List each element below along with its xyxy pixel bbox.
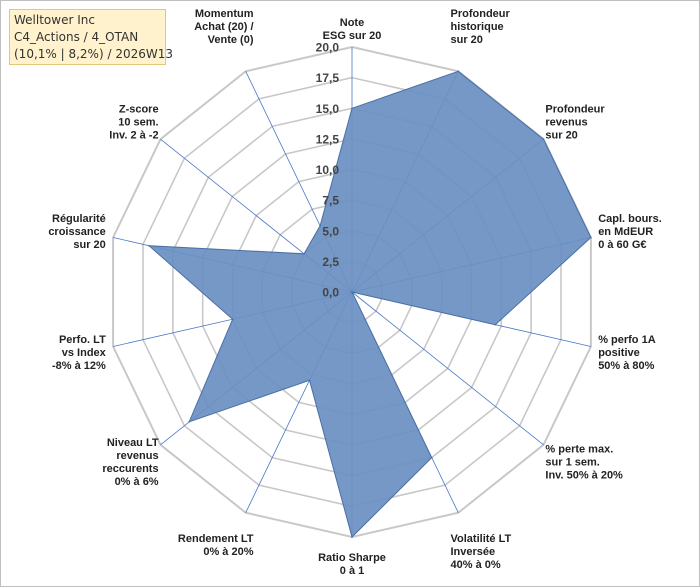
tick-label: 5,0 — [322, 224, 339, 238]
data-point — [457, 70, 460, 73]
tick-label: 0,0 — [322, 286, 339, 300]
category-label: Régularité croissance sur 20 — [48, 213, 105, 251]
data-point — [351, 291, 353, 293]
category-label: Ratio Sharpe 0 à 1 — [318, 552, 386, 577]
data-point — [308, 379, 311, 382]
tick-label: 10,0 — [316, 163, 340, 177]
category-label: Z-score 10 sem. Inv. 2 à -2 — [109, 103, 158, 141]
category-label: % perfo 1A positive 50% à 80% — [598, 334, 656, 372]
data-point — [148, 244, 150, 247]
category-label: Volatilité LT Inversée 40% à 0% — [451, 533, 512, 571]
category-label: % perte max. sur 1 sem. Inv. 50% à 20% — [545, 444, 623, 482]
category-label: Perfo. LT vs Index -8% à 12% — [52, 334, 107, 372]
company-name: Welltower Inc — [14, 13, 95, 27]
category-label: Profondeur revenus sur 20 — [545, 103, 605, 141]
data-point — [430, 456, 433, 459]
data-point — [351, 536, 353, 538]
series-layer — [147, 70, 592, 538]
category-label: Note ESG sur 20 — [323, 17, 382, 42]
category-label: Capl. bours. en MdEUR 0 à 60 G€ — [598, 213, 662, 251]
data-point — [319, 225, 321, 227]
data-point — [494, 323, 497, 326]
tick-label: 20,0 — [316, 41, 340, 55]
tick-label: 7,5 — [322, 194, 339, 208]
category-label-layer: Note ESG sur 20 Profondeur historique sur 20… — [48, 8, 661, 577]
data-point — [188, 421, 190, 423]
series-area — [147, 70, 592, 538]
tick-label: 12,5 — [316, 132, 340, 146]
performance-week: (10,1% | 8,2%) / 2026W13 — [14, 47, 173, 61]
data-point — [303, 253, 305, 255]
category-label: Profondeur historique sur 20 — [451, 8, 511, 46]
data-point — [351, 107, 353, 110]
category-label: Niveau LT revenus reccurents 0% à 6% — [102, 437, 159, 488]
tick-label: 2,5 — [322, 255, 339, 269]
axis-spoke — [351, 291, 544, 446]
data-point — [590, 236, 592, 239]
data-point — [542, 138, 545, 140]
tick-label: 15,0 — [316, 102, 340, 116]
data-point — [231, 318, 234, 321]
category-label: Rendement LT 0% à 20% — [178, 533, 254, 558]
tick-layer: 0,0 2,5 5,0 7,5 10,0 12,5 15,0 17,5 20,0 — [316, 41, 340, 300]
info-box: Welltower Inc C4_Actions / 4_OTAN (10,1%… — [9, 9, 173, 65]
portfolio-label: C4_Actions / 4_OTAN — [14, 30, 139, 44]
tick-label: 17,5 — [316, 71, 340, 85]
category-label: Momentum Achat (20) / Vente (0) — [194, 8, 254, 46]
